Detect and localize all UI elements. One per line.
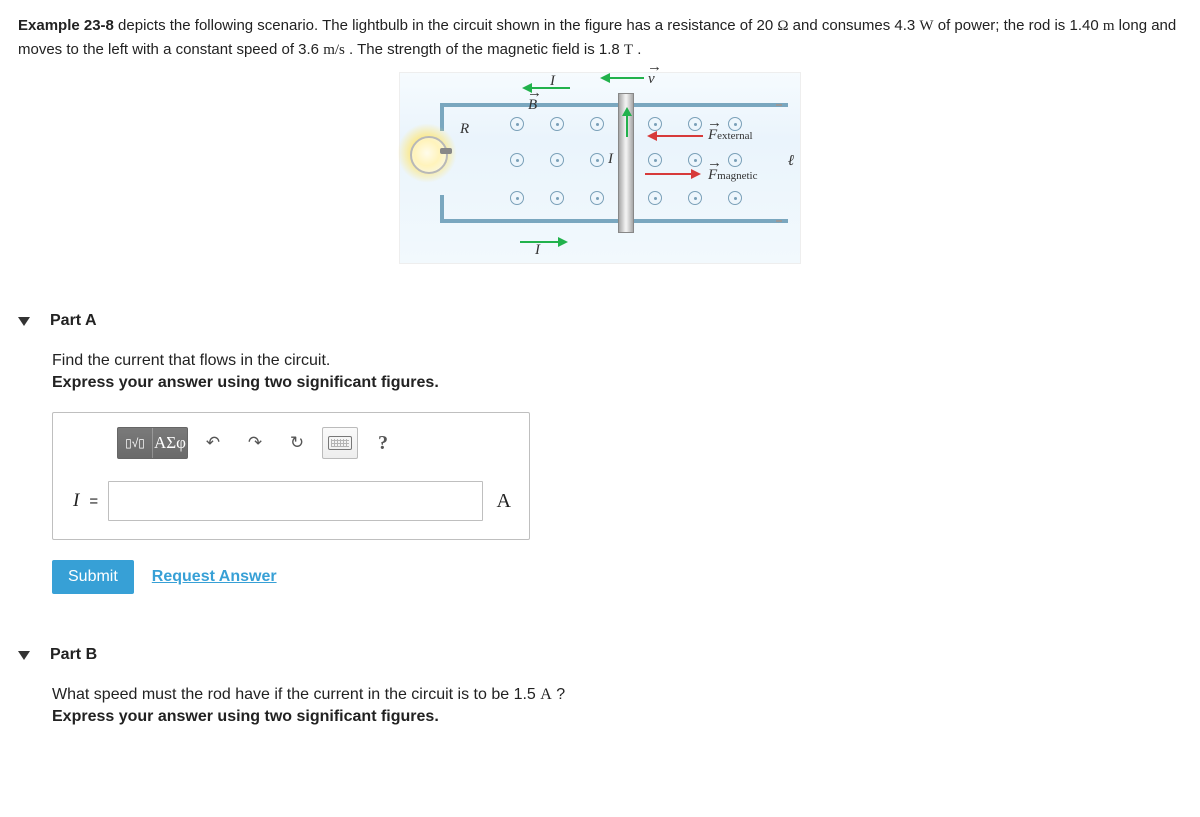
keyboard-button[interactable]: [322, 427, 358, 459]
field-dot: [590, 117, 604, 131]
submit-button[interactable]: Submit: [52, 560, 134, 594]
part-b-express: Express your answer using two significan…: [52, 708, 1174, 726]
lightbulb: [402, 128, 440, 166]
chevron-down-icon: [18, 317, 30, 326]
label-I-bottom: I: [535, 242, 540, 259]
part-a-title: Part A: [50, 312, 97, 330]
field-dot: [550, 117, 564, 131]
part-b-question: What speed must the rod have if the curr…: [52, 686, 1174, 704]
field-dot: [550, 191, 564, 205]
chevron-down-icon: [18, 651, 30, 660]
label-B: B: [528, 97, 537, 114]
figure-container: R B I I v I: [18, 72, 1182, 264]
field-dot: [688, 191, 702, 205]
undo-button[interactable]: ↶: [196, 428, 230, 458]
text: of power; the rod is 1.40: [934, 17, 1103, 34]
left-wire-bottom: [440, 195, 444, 223]
unit-amp: A: [540, 686, 552, 703]
example-label: Example 23-8: [18, 17, 114, 34]
action-row: Submit Request Answer: [52, 560, 1174, 594]
bottom-rail: [440, 219, 788, 223]
unit-ohm: Ω: [777, 18, 788, 34]
label-R: R: [460, 121, 469, 138]
label-F-magnetic: Fmagnetic: [708, 167, 758, 184]
part-b-header[interactable]: Part B: [18, 638, 1182, 672]
field-dot: [688, 153, 702, 167]
field-dot: [590, 153, 604, 167]
equation-row: I = A: [71, 481, 511, 521]
part-b-body: What speed must the rod have if the curr…: [18, 672, 1182, 766]
text: and consumes 4.3: [788, 17, 919, 34]
redo-button[interactable]: ↷: [238, 428, 272, 458]
text: depicts the following scenario. The ligh…: [114, 17, 777, 34]
text: .: [633, 41, 641, 58]
answer-box: ▯√▯ ΑΣφ ↶ ↷ ↻ ? I = A: [52, 412, 530, 540]
label-v: v: [648, 71, 655, 88]
part-a-header[interactable]: Part A: [18, 304, 1182, 338]
circuit-figure: R B I I v I: [399, 72, 801, 264]
part-a-instruction: Find the current that flows in the circu…: [52, 352, 1174, 370]
label-I-bar: I: [608, 151, 613, 168]
part-a-express: Express your answer using two significan…: [52, 374, 1174, 392]
template-button[interactable]: ▯√▯: [118, 428, 153, 458]
label-I-top: I: [550, 73, 555, 90]
field-dot: [510, 153, 524, 167]
request-answer-link[interactable]: Request Answer: [152, 568, 277, 586]
field-dot: [688, 117, 702, 131]
field-dot: [648, 117, 662, 131]
label-ell: ℓ: [788, 153, 794, 170]
unit-watt: W: [919, 18, 933, 34]
part-a-body: Find the current that flows in the circu…: [18, 338, 1182, 614]
reset-button[interactable]: ↻: [280, 428, 314, 458]
current-arrow-bar: [623, 109, 628, 137]
text: ?: [552, 686, 565, 703]
text: . The strength of the magnetic field is …: [345, 41, 624, 58]
equation-toolbar: ▯√▯ ΑΣφ ↶ ↷ ↻ ?: [117, 427, 511, 459]
answer-unit: A: [493, 490, 511, 513]
unit-mps: m/s: [323, 42, 345, 58]
variable-label: I: [71, 490, 79, 512]
toolbar-formatting-group: ▯√▯ ΑΣφ: [117, 427, 188, 459]
help-button[interactable]: ?: [366, 428, 400, 458]
greek-button[interactable]: ΑΣφ: [153, 428, 187, 458]
answer-input[interactable]: [108, 481, 482, 521]
field-dot: [510, 191, 524, 205]
keyboard-icon: [328, 436, 352, 450]
top-rail: [440, 103, 788, 107]
field-dot: [648, 191, 662, 205]
field-dot: [550, 153, 564, 167]
problem-statement: Example 23-8 depicts the following scena…: [18, 14, 1182, 62]
field-dot: [648, 153, 662, 167]
part-b-title: Part B: [50, 646, 97, 664]
field-dot: [728, 117, 742, 131]
unit-tesla: T: [624, 42, 633, 58]
field-dot: [590, 191, 604, 205]
text: What speed must the rod have if the curr…: [52, 686, 540, 703]
field-dot: [510, 117, 524, 131]
unit-meter: m: [1103, 18, 1115, 34]
field-dot: [728, 153, 742, 167]
equals-sign: =: [89, 493, 98, 510]
field-dot: [728, 191, 742, 205]
